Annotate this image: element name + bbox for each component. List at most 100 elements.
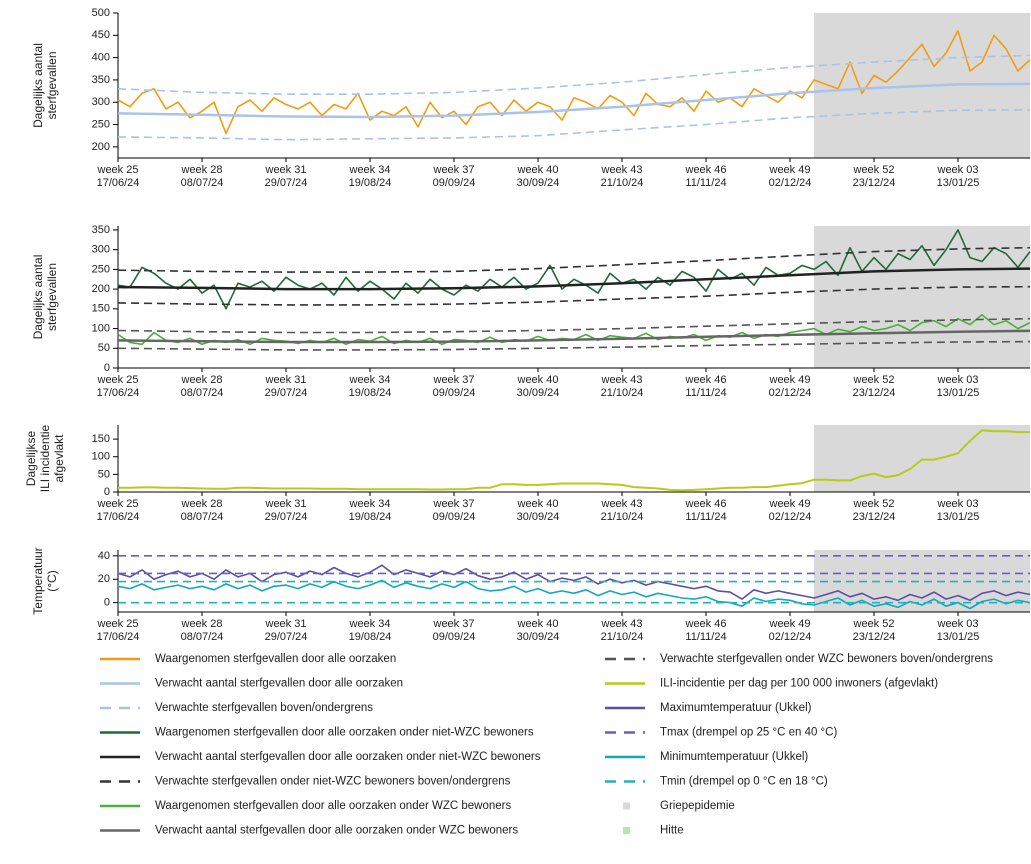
x-tick-date: 09/09/24 [433, 387, 476, 399]
y-tick-label: 400 [92, 52, 110, 64]
x-tick-label: week 52 [853, 618, 895, 630]
x-tick-label: week 52 [853, 374, 895, 386]
x-tick-label: week 46 [685, 374, 727, 386]
x-tick-date: 21/10/24 [601, 387, 644, 399]
x-tick-label: week 37 [433, 374, 475, 386]
y-tick-label: 50 [98, 468, 110, 480]
x-tick-date: 19/08/24 [349, 387, 392, 399]
x-tick-date: 29/07/24 [265, 511, 308, 523]
x-tick-date: 13/01/25 [937, 177, 980, 189]
legend-swatch [623, 827, 630, 834]
y-tick-label: 350 [92, 74, 110, 86]
flu-period [814, 425, 1030, 492]
x-tick-date: 13/01/25 [937, 511, 980, 523]
x-tick-label: week 28 [181, 374, 223, 386]
legend-label: Griepepidemie [660, 800, 735, 812]
x-tick-label: week 37 [433, 618, 475, 630]
y-axis-title: (°C) [45, 570, 59, 591]
x-tick-label: week 03 [937, 498, 979, 510]
x-tick-label: week 03 [937, 374, 979, 386]
legend-label: Verwacht aantal sterfgevallen door alle … [155, 678, 403, 690]
x-tick-date: 23/12/24 [853, 387, 896, 399]
x-tick-label: week 34 [349, 164, 391, 176]
x-tick-label: week 31 [265, 374, 307, 386]
y-tick-label: 20 [98, 573, 110, 585]
x-tick-date: 11/11/24 [685, 387, 726, 399]
series-line [117, 30, 1031, 135]
x-tick-date: 08/07/24 [181, 387, 224, 399]
x-tick-label: week 43 [601, 164, 643, 176]
legend-label: Waargenomen sterfgevallen door alle oorz… [155, 653, 396, 665]
x-tick-label: week 34 [349, 618, 391, 630]
lower-bound [117, 340, 1031, 351]
legend-label: Verwachte sterfgevallen boven/ondergrens [155, 702, 373, 714]
lower-bound [117, 285, 1031, 306]
x-tick-label: week 28 [181, 164, 223, 176]
x-tick-date: 17/06/24 [97, 631, 140, 643]
x-tick-label: week 31 [265, 498, 307, 510]
x-tick-date: 19/08/24 [349, 631, 392, 643]
x-tick-date: 23/12/24 [853, 177, 896, 189]
x-tick-label: week 40 [517, 374, 559, 386]
x-tick-date: 21/10/24 [601, 631, 644, 643]
x-tick-date: 09/09/24 [433, 511, 476, 523]
upper-bound [117, 54, 1031, 95]
x-tick-label: week 37 [433, 498, 475, 510]
x-tick-label: week 40 [517, 164, 559, 176]
x-tick-label: week 31 [265, 164, 307, 176]
x-tick-date: 17/06/24 [97, 511, 140, 523]
x-tick-date: 02/12/24 [769, 631, 812, 643]
y-tick-label: 150 [92, 433, 110, 445]
x-tick-date: 30/09/24 [517, 177, 560, 189]
flu-period [814, 226, 1030, 368]
x-tick-date: 11/11/24 [685, 631, 726, 643]
y-tick-label: 300 [92, 96, 110, 108]
y-tick-label: 500 [92, 7, 110, 19]
x-tick-label: week 25 [97, 618, 139, 630]
y-tick-label: 250 [92, 263, 110, 275]
series-line [117, 579, 1031, 610]
y-tick-label: 350 [92, 224, 110, 236]
x-tick-date: 23/12/24 [853, 511, 896, 523]
legend-label: ILI-incidentie per dag per 100 000 inwon… [660, 678, 938, 690]
x-tick-label: week 03 [937, 164, 979, 176]
upper-bound [117, 317, 1031, 334]
y-axis-title: Dagelijks aantal [31, 43, 45, 128]
series-line [117, 82, 1031, 119]
y-tick-label: 200 [92, 283, 110, 295]
x-tick-date: 02/12/24 [769, 387, 812, 399]
x-tick-label: week 49 [769, 498, 811, 510]
x-tick-date: 09/09/24 [433, 631, 476, 643]
series-line [118, 429, 1030, 492]
x-tick-date: 30/09/24 [517, 387, 560, 399]
legend-label: Waargenomen sterfgevallen door alle oorz… [155, 800, 512, 812]
y-axis-title: sterfgevallen [45, 263, 59, 331]
x-tick-label: week 43 [601, 374, 643, 386]
x-tick-label: week 25 [97, 164, 139, 176]
y-axis-title: Dagelijkse [24, 430, 38, 486]
x-tick-label: week 28 [181, 498, 223, 510]
x-tick-date: 30/09/24 [517, 511, 560, 523]
x-tick-label: week 43 [601, 618, 643, 630]
x-tick-label: week 37 [433, 164, 475, 176]
x-tick-label: week 25 [97, 374, 139, 386]
y-tick-label: 0 [104, 362, 110, 374]
legend-label: Verwachte sterfgevallen onder niet-WZC b… [155, 776, 511, 788]
x-tick-date: 11/11/24 [685, 511, 726, 523]
y-tick-label: 100 [92, 322, 110, 334]
x-tick-date: 19/08/24 [349, 177, 392, 189]
x-tick-date: 02/12/24 [769, 511, 812, 523]
upper-bound [117, 246, 1031, 273]
x-tick-date: 11/11/24 [685, 177, 726, 189]
legend-label: Hitte [660, 825, 684, 837]
legend-swatch [623, 802, 630, 810]
x-tick-label: week 25 [97, 498, 139, 510]
y-tick-label: 200 [92, 141, 110, 153]
x-tick-label: week 52 [853, 164, 895, 176]
y-axis-title: ILI incidentie [38, 424, 52, 492]
x-tick-date: 21/10/24 [601, 511, 644, 523]
x-tick-label: week 34 [349, 498, 391, 510]
x-tick-date: 30/09/24 [517, 631, 560, 643]
x-tick-date: 17/06/24 [97, 177, 140, 189]
